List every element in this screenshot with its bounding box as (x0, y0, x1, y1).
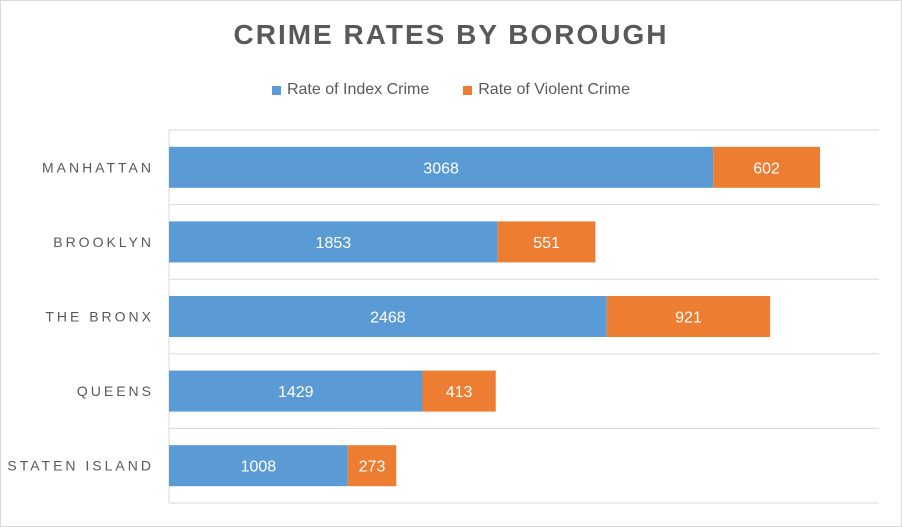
data-label: 1429 (278, 384, 314, 401)
bar-segment (422, 370, 496, 412)
legend: Rate of Index Crime Rate of Violent Crim… (1, 81, 901, 99)
legend-label-violent-crime: Rate of Violent Crime (478, 81, 631, 98)
category-label: BROOKLYN (53, 234, 154, 250)
legend-swatch-violent-crime (463, 85, 473, 95)
bar-segment (169, 370, 423, 412)
data-label: 1853 (316, 235, 352, 252)
category-label: STATEN ISLAND (7, 458, 154, 474)
bar-segment (169, 296, 607, 337)
bar-segment (169, 445, 348, 487)
bar-segment (497, 221, 596, 263)
category-label: QUEENS (77, 383, 154, 399)
data-label: 2468 (370, 310, 406, 327)
data-label: 273 (359, 459, 386, 476)
category-label: THE BRONX (45, 309, 154, 325)
legend-item-violent-crime: Rate of Violent Crime (463, 81, 630, 99)
bar-segment (169, 146, 714, 188)
data-label: 602 (753, 160, 780, 177)
legend-label-index-crime: Rate of Index Crime (286, 81, 430, 98)
data-label: 3068 (423, 160, 459, 177)
data-label: 1008 (241, 459, 277, 476)
bar-segment (347, 445, 397, 487)
category-label: MANHATTAN (42, 159, 154, 175)
bar-segment (169, 221, 498, 263)
legend-item-index-crime: Rate of Index Crime (271, 81, 430, 99)
legend-swatch-index-crime (271, 85, 281, 95)
bar-segment (713, 146, 820, 188)
data-label: 921 (675, 310, 702, 327)
bar-segment (606, 296, 771, 337)
chart-title: CRIME RATES BY BOROUGH (233, 19, 669, 50)
data-label: 413 (446, 384, 473, 401)
data-label: 551 (533, 235, 560, 252)
